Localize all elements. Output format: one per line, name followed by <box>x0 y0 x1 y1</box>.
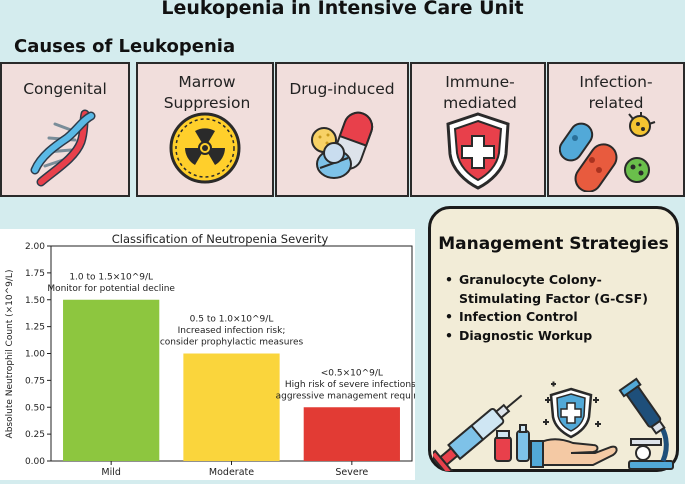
syringe-icon <box>429 394 530 477</box>
radiation-icon <box>138 108 272 194</box>
y-tick-label: 1.00 <box>25 350 45 360</box>
bar-severe <box>303 407 400 461</box>
y-tick-label: 1.75 <box>25 269 45 279</box>
cause-card-infection-related: Infection-related <box>547 62 685 197</box>
bar-annotation: Monitor for potential decline <box>47 284 175 294</box>
hand-shield-icon <box>530 381 618 468</box>
management-title: Management Strategies <box>438 234 669 254</box>
management-list: Granulocyte Colony-Stimulating Factor (G… <box>445 271 669 345</box>
y-tick-label: 0.75 <box>25 376 45 386</box>
chart-panel: Classification of Neutropenia Severity A… <box>0 229 428 480</box>
bar-annotation: 0.5 to 1.0×10^9/L <box>190 315 274 325</box>
bar-annotation: <0.5×10^9/L <box>321 368 383 378</box>
management-panel: Management Strategies Granulocyte Colony… <box>428 206 679 477</box>
bar-annotation: consider prophylactic measures <box>160 338 304 348</box>
y-tick-label: 1.50 <box>25 296 45 306</box>
cause-card-drug-induced: Drug-induced <box>275 62 409 197</box>
page-title: Leukopenia in Intensive Care Unit <box>161 0 524 19</box>
neutropenia-chart: Classification of Neutropenia Severity A… <box>5 232 428 478</box>
pills-icon <box>277 108 407 194</box>
chart-title: Classification of Neutropenia Severity <box>112 232 329 246</box>
cause-label: Congenital <box>23 80 107 98</box>
microscope-icon <box>618 377 674 470</box>
x-tick-label: Mild <box>101 467 121 478</box>
cause-label: Immune-mediated <box>443 73 517 112</box>
list-item: Diagnostic Workup <box>445 327 669 346</box>
bar-annotation: High risk of severe infections; <box>285 380 415 390</box>
list-item: Granulocyte Colony-Stimulating Factor (G… <box>445 271 669 308</box>
bar-mild <box>63 299 160 461</box>
dna-icon <box>2 108 128 194</box>
y-tick-label: 0.00 <box>25 457 45 467</box>
x-tick-label: Moderate <box>209 467 254 478</box>
cause-card-immune-mediated: Immune-mediated <box>410 62 546 197</box>
cause-label: Marrow Suppresion <box>163 73 251 112</box>
germs-icon <box>549 108 683 194</box>
causes-heading: Causes of Leukopenia <box>14 36 236 57</box>
shield-cross-icon <box>412 108 544 194</box>
y-tick-label: 0.25 <box>25 430 45 440</box>
cause-card-congenital: Congenital <box>0 62 130 197</box>
y-tick-label: 1.25 <box>25 323 45 333</box>
x-tick-label: Severe <box>335 467 368 478</box>
bar-moderate <box>183 353 280 461</box>
y-tick-label: 2.00 <box>25 242 45 252</box>
y-tick-label: 0.50 <box>25 403 45 413</box>
bar-annotation: aggressive management required <box>276 391 415 401</box>
management-icons <box>429 377 678 477</box>
cause-card-marrow-suppression: Marrow Suppresion <box>136 62 274 197</box>
cause-label: Infection-related <box>579 73 653 112</box>
bar-annotation: Increased infection risk; <box>178 326 286 336</box>
bar-annotation: 1.0 to 1.5×10^9/L <box>69 272 153 282</box>
list-item: Infection Control <box>445 308 669 327</box>
cause-label: Drug-induced <box>289 80 395 98</box>
chart-ylabel: Absolute Neutrophil Count (×10^9/L) <box>5 270 15 439</box>
